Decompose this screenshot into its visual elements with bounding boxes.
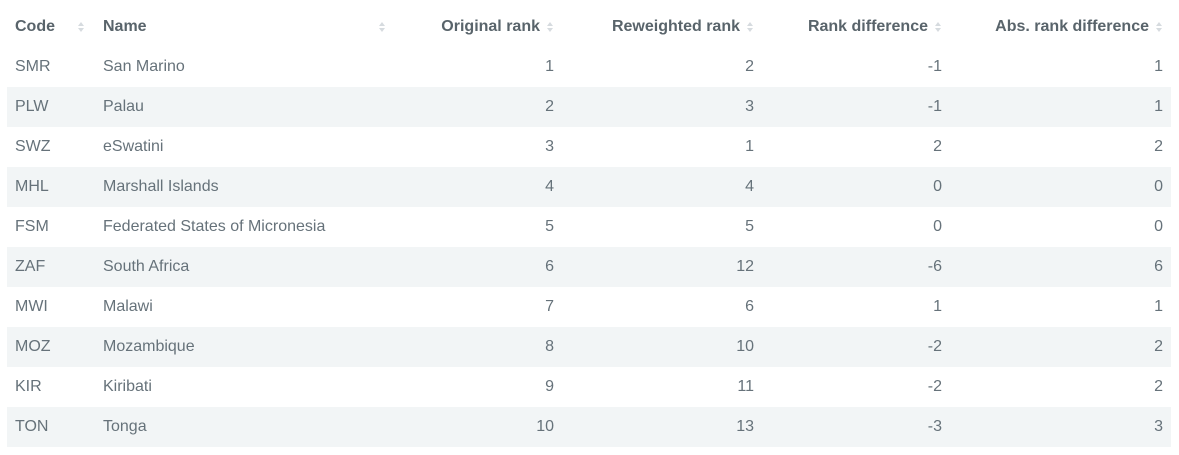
cell-code: MHL [15, 178, 49, 195]
cell-rank-difference: 0 [933, 218, 942, 235]
header-rank-difference[interactable]: Rank difference [762, 7, 950, 47]
cell-rank-difference: -3 [927, 418, 942, 435]
cell-abs-rank-difference: 0 [1154, 178, 1163, 195]
cell-abs-rank-difference: 2 [1154, 378, 1163, 395]
header-code-label: Code [15, 18, 55, 35]
cell-rank-difference: -1 [927, 58, 942, 75]
table-row: MWI Malawi 7 6 1 1 [7, 287, 1171, 327]
header-name-label: Name [103, 18, 147, 35]
table-row: PLW Palau 2 3 -1 1 [7, 87, 1171, 127]
cell-name: South Africa [103, 258, 190, 275]
table-row: SWZ eSwatini 3 1 2 2 [7, 127, 1171, 167]
cell-abs-rank-difference: 1 [1154, 98, 1163, 115]
cell-code: PLW [15, 98, 49, 115]
cell-rank-difference: -6 [927, 258, 942, 275]
ranking-table: Code Name Original rank [7, 7, 1171, 447]
cell-rank-difference: 1 [933, 298, 942, 315]
cell-original-rank: 6 [545, 258, 554, 275]
header-original-rank[interactable]: Original rank [394, 7, 562, 47]
cell-code: KIR [15, 378, 42, 395]
cell-name: Marshall Islands [103, 178, 219, 195]
cell-abs-rank-difference: 2 [1154, 338, 1163, 355]
cell-name: Tonga [103, 418, 147, 435]
sort-icon[interactable] [934, 20, 942, 34]
ranking-table-container: Code Name Original rank [7, 7, 1171, 447]
cell-rank-difference: -2 [927, 338, 942, 355]
cell-original-rank: 3 [545, 138, 554, 155]
cell-rank-difference: 2 [933, 138, 942, 155]
header-row: Code Name Original rank [7, 7, 1171, 47]
cell-original-rank: 9 [545, 378, 554, 395]
cell-original-rank: 5 [545, 218, 554, 235]
header-code[interactable]: Code [7, 7, 95, 47]
table-row: SMR San Marino 1 2 -1 1 [7, 47, 1171, 87]
cell-abs-rank-difference: 3 [1154, 418, 1163, 435]
cell-original-rank: 4 [545, 178, 554, 195]
cell-reweighted-rank: 13 [736, 418, 754, 435]
cell-name: Palau [103, 98, 144, 115]
cell-reweighted-rank: 10 [736, 338, 754, 355]
table-body: SMR San Marino 1 2 -1 1 PLW Palau 2 3 -1… [7, 47, 1171, 447]
cell-code: MOZ [15, 338, 51, 355]
cell-reweighted-rank: 11 [737, 378, 754, 395]
cell-original-rank: 8 [545, 338, 554, 355]
cell-name: Malawi [103, 298, 153, 315]
cell-code: MWI [15, 298, 48, 315]
cell-name: San Marino [103, 58, 185, 75]
table-row: MOZ Mozambique 8 10 -2 2 [7, 327, 1171, 367]
cell-name: Kiribati [103, 378, 152, 395]
cell-reweighted-rank: 12 [736, 258, 754, 275]
cell-code: TON [15, 418, 49, 435]
cell-code: FSM [15, 218, 49, 235]
header-abs-rank-difference[interactable]: Abs. rank difference [950, 7, 1171, 47]
table-row: TON Tonga 10 13 -3 3 [7, 407, 1171, 447]
sort-icon[interactable] [77, 20, 85, 34]
cell-reweighted-rank: 5 [745, 218, 754, 235]
sort-icon[interactable] [746, 20, 754, 34]
cell-reweighted-rank: 6 [745, 298, 754, 315]
cell-abs-rank-difference: 2 [1154, 138, 1163, 155]
cell-original-rank: 1 [545, 58, 554, 75]
cell-code: SWZ [15, 138, 51, 155]
cell-name: Federated States of Micronesia [103, 218, 326, 235]
sort-icon[interactable] [1155, 20, 1163, 34]
cell-abs-rank-difference: 0 [1154, 218, 1163, 235]
table-row: ZAF South Africa 6 12 -6 6 [7, 247, 1171, 287]
cell-reweighted-rank: 3 [745, 98, 754, 115]
header-name[interactable]: Name [95, 7, 394, 47]
cell-original-rank: 7 [545, 298, 554, 315]
header-reweighted-rank[interactable]: Reweighted rank [562, 7, 762, 47]
cell-rank-difference: 0 [933, 178, 942, 195]
cell-reweighted-rank: 2 [745, 58, 754, 75]
cell-abs-rank-difference: 1 [1154, 298, 1163, 315]
sort-icon[interactable] [546, 20, 554, 34]
header-reweighted-rank-label: Reweighted rank [611, 18, 740, 35]
cell-code: SMR [15, 58, 51, 75]
cell-abs-rank-difference: 1 [1154, 58, 1163, 75]
cell-reweighted-rank: 4 [745, 178, 754, 195]
header-abs-rank-difference-label: Abs. rank difference [995, 18, 1149, 35]
table-header: Code Name Original rank [7, 7, 1171, 47]
cell-name: eSwatini [103, 138, 164, 155]
cell-reweighted-rank: 1 [745, 138, 754, 155]
cell-original-rank: 2 [545, 98, 554, 115]
table-row: MHL Marshall Islands 4 4 0 0 [7, 167, 1171, 207]
sort-icon[interactable] [378, 20, 386, 34]
cell-rank-difference: -2 [927, 378, 942, 395]
header-original-rank-label: Original rank [441, 18, 540, 35]
cell-original-rank: 10 [536, 418, 554, 435]
cell-code: ZAF [15, 258, 46, 275]
table-row: KIR Kiribati 9 11 -2 2 [7, 367, 1171, 407]
cell-rank-difference: -1 [927, 98, 942, 115]
cell-name: Mozambique [103, 338, 195, 355]
table-row: FSM Federated States of Micronesia 5 5 0… [7, 207, 1171, 247]
cell-abs-rank-difference: 6 [1154, 258, 1163, 275]
header-rank-difference-label: Rank difference [807, 18, 928, 35]
